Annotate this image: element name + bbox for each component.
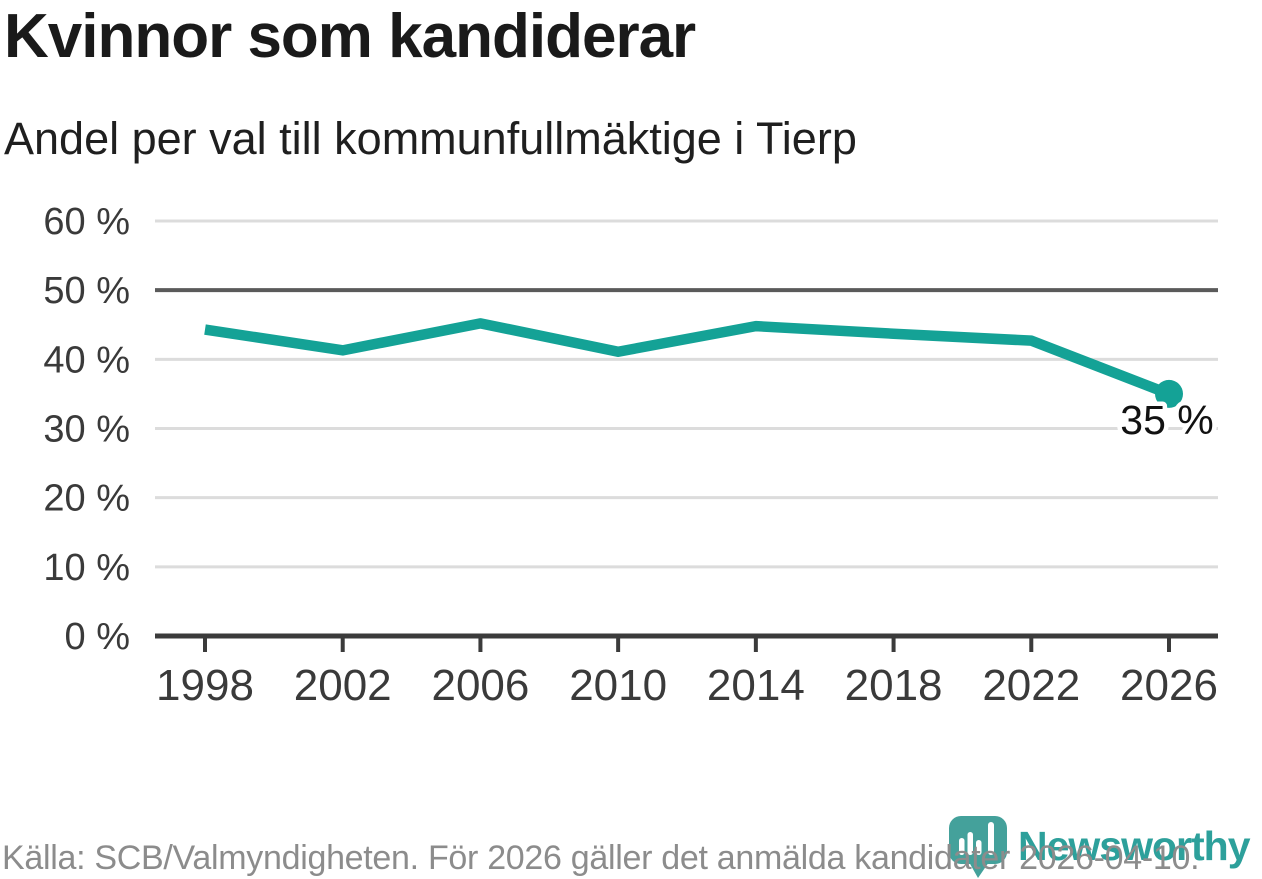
end-point-marker [1155, 379, 1183, 408]
x-tick-label: 2018 [845, 661, 943, 710]
newsworthy-logo: Newsworthy [948, 814, 1250, 879]
source-note: Källa: SCB/Valmyndigheten. För 2026 gäll… [2, 839, 1200, 877]
y-tick-label: 20 % [43, 478, 130, 520]
y-tick-label: 0 % [65, 616, 130, 658]
y-tick-label: 50 % [43, 270, 130, 312]
chart-title: Kvinnor som kandiderar [4, 2, 696, 71]
y-tick-label: 10 % [43, 547, 130, 589]
y-tick-label: 40 % [43, 339, 130, 381]
bar-4 [988, 822, 994, 855]
y-tick-label: 60 % [43, 201, 130, 243]
newsworthy-pin-barchart-icon [949, 816, 1007, 878]
x-tick-label: 2026 [1120, 661, 1218, 710]
bar-2 [967, 832, 973, 855]
data-line [204, 318, 1171, 399]
end-value-label: 35 % [1120, 397, 1213, 443]
newsworthy-wordmark: Newsworthy [1018, 823, 1250, 869]
x-tick-label: 2006 [431, 661, 529, 710]
pin-tail [969, 862, 989, 878]
x-tick-label: 2014 [707, 661, 805, 710]
chart-subtitle: Andel per val till kommunfullmäktige i T… [4, 113, 857, 164]
x-tick-label: 2002 [294, 661, 392, 710]
x-tick-label: 2022 [982, 661, 1080, 710]
y-tick-label: 30 % [43, 409, 130, 451]
bar-3 [976, 840, 982, 855]
bar-1 [959, 838, 965, 855]
x-tick-label: 1998 [156, 661, 254, 710]
x-tick-label: 2010 [569, 661, 667, 710]
